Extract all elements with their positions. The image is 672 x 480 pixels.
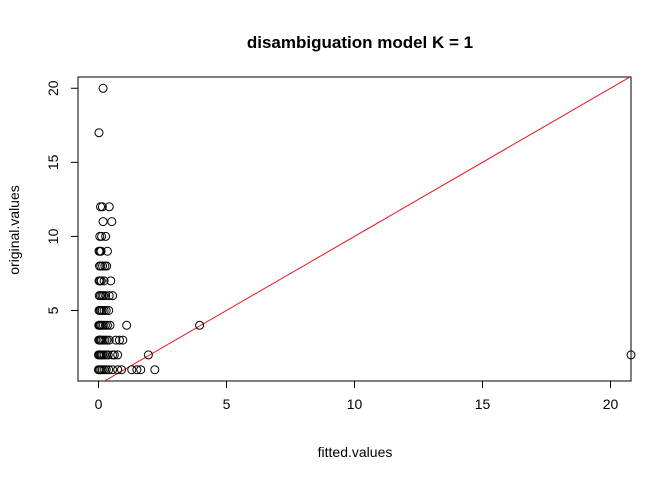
y-tick-label: 10 [45,228,61,244]
data-point [143,350,153,360]
data-point [106,276,116,286]
data-point [96,202,106,212]
y-axis: 5 10 15 20 [45,80,79,314]
data-point [101,365,111,375]
data-point [104,365,114,375]
data-point [113,365,123,375]
data-point [98,83,108,93]
data-point [118,335,128,345]
data-point [105,320,115,330]
data-point [117,365,127,375]
data-point [103,350,113,360]
data-points [93,83,636,375]
data-point [104,202,114,212]
x-axis: 0 5 10 15 20 [95,380,619,412]
data-point [102,320,112,330]
data-point [96,246,106,256]
data-point [96,276,106,286]
data-point [122,320,132,330]
data-point [108,291,118,301]
plot-frame [77,76,632,382]
data-point [113,350,123,360]
reference-line [103,77,631,381]
data-point [104,335,114,345]
data-point [136,365,146,375]
x-tick-label: 5 [223,396,231,412]
y-tick-label: 15 [45,154,61,170]
data-point [111,335,121,345]
x-axis-label: fitted.values [318,444,393,460]
x-tick-label: 0 [95,396,103,412]
x-tick-label: 10 [347,396,363,412]
data-point [94,128,104,138]
y-tick-label: 20 [45,80,61,96]
data-point [626,350,636,360]
chart-title: disambiguation model K = 1 [247,33,473,52]
data-point [101,291,111,301]
data-point [102,261,112,271]
data-point [104,305,114,315]
data-point [102,246,112,256]
data-point [132,365,142,375]
data-point [109,350,119,360]
data-point [98,261,108,271]
y-tick-label: 5 [45,306,61,314]
data-point [101,231,111,241]
data-point [99,276,109,286]
data-point [98,217,108,227]
x-tick-label: 20 [603,396,619,412]
data-point [108,365,118,375]
data-point [102,335,112,345]
data-point [195,320,205,330]
data-point [127,365,137,375]
data-point [97,202,107,212]
data-point [114,335,124,345]
data-point [150,365,160,375]
data-point [101,305,111,315]
data-point [107,217,117,227]
data-point [97,231,107,241]
y-axis-label: original.values [6,185,22,275]
x-tick-label: 15 [475,396,491,412]
data-point [104,291,114,301]
